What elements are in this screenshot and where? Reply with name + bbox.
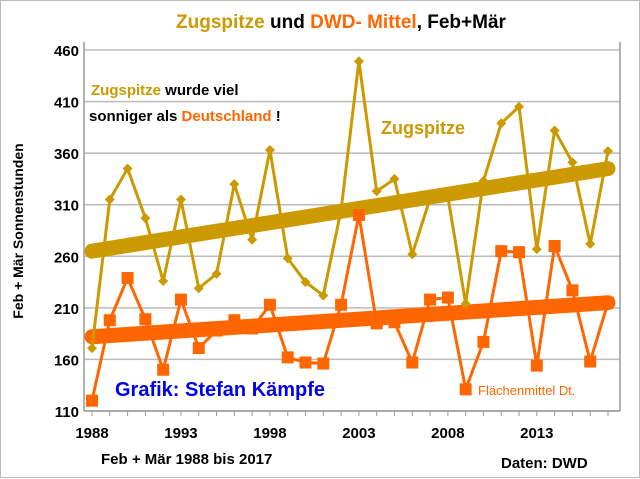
data-point <box>175 194 186 205</box>
title-part-1: und <box>265 12 310 33</box>
data-point <box>425 193 436 204</box>
x-tick-label: 1998 <box>253 425 286 442</box>
y-axis-label: Feb + Mär Sonnenstunden <box>10 143 26 318</box>
trend-line-0 <box>84 161 616 259</box>
data-point <box>459 383 472 396</box>
data-point <box>318 290 329 301</box>
data-point <box>122 163 133 174</box>
data-point <box>530 359 543 372</box>
data-point <box>336 204 347 215</box>
data-point <box>282 253 293 264</box>
data-point <box>263 298 276 311</box>
data-point <box>460 298 471 309</box>
data-point <box>246 322 259 335</box>
data-point <box>441 291 454 304</box>
y-tick-label: 210 <box>54 301 79 318</box>
x-tick-label: 2003 <box>342 425 375 442</box>
title-part-3: , Feb+Mär <box>417 12 507 33</box>
data-point <box>603 146 613 157</box>
data-point <box>140 213 151 224</box>
data-point <box>103 314 116 327</box>
data-point <box>87 343 97 354</box>
data-point <box>281 351 294 364</box>
data-point <box>317 357 330 370</box>
data-point <box>495 245 508 258</box>
y-tick-label: 460 <box>54 43 79 60</box>
series-line-0 <box>90 61 610 349</box>
data-point <box>121 271 134 284</box>
data-point <box>210 324 223 337</box>
y-tick-label: 110 <box>55 404 79 421</box>
data-point <box>513 246 526 259</box>
x-tick-label: 1988 <box>75 425 108 442</box>
data-point <box>566 284 579 297</box>
data-point <box>514 101 525 112</box>
data-point <box>370 317 383 330</box>
data-point <box>478 175 489 186</box>
data-point <box>157 363 170 376</box>
data-point <box>407 249 418 260</box>
data-point <box>549 125 560 136</box>
annotation-line2: sonniger als Deutschland ! <box>89 108 281 125</box>
series-line-1 <box>90 214 610 402</box>
data-point <box>371 186 382 197</box>
chart-title: Zugspitze und DWD- Mittel, Feb+Mär <box>176 12 506 33</box>
author-credit: Grafik: Stefan Kämpfe <box>115 379 325 401</box>
series-label-dwd: Flächenmittel Dt. <box>478 383 576 398</box>
series-label-zugspitze: Zugspitze <box>381 118 465 138</box>
data-point <box>299 356 312 369</box>
data-point <box>388 316 401 329</box>
data-point <box>300 277 311 288</box>
data-point <box>585 238 596 249</box>
data-point <box>192 342 205 355</box>
data-point <box>353 56 364 67</box>
data-point <box>193 283 204 294</box>
data-point <box>174 293 187 306</box>
data-point <box>104 194 115 205</box>
data-point <box>567 157 578 168</box>
data-point <box>158 276 169 287</box>
annotation-line1: Zugspitze wurde viel <box>91 82 239 99</box>
data-point <box>442 191 453 202</box>
x-axis-label: Feb + Mär 1988 bis 2017 <box>101 451 272 468</box>
x-tick-label: 1993 <box>164 425 197 442</box>
title-part-2: DWD- Mittel <box>310 12 417 33</box>
title-part-0: Zugspitze <box>176 12 265 33</box>
data-point <box>247 234 258 245</box>
y-tick-label: 310 <box>54 198 79 215</box>
trend-line-1 <box>84 295 616 345</box>
data-point <box>424 293 437 306</box>
data-point <box>389 173 400 184</box>
x-tick-label: 2013 <box>520 425 553 442</box>
data-point <box>211 268 222 279</box>
data-point <box>548 239 561 252</box>
x-tick-label: 2008 <box>431 425 464 442</box>
data-point <box>228 314 241 327</box>
y-tick-label: 260 <box>54 249 79 266</box>
data-point <box>477 335 490 348</box>
y-tick-label: 410 <box>54 95 79 112</box>
data-point <box>352 209 365 222</box>
data-point <box>264 145 275 156</box>
data-point <box>496 118 507 129</box>
data-point <box>139 313 152 326</box>
data-point <box>584 355 597 368</box>
data-point <box>531 244 542 255</box>
y-tick-label: 360 <box>54 146 79 163</box>
y-tick-label: 160 <box>54 352 79 369</box>
data-point <box>602 296 614 309</box>
data-point <box>406 356 419 369</box>
data-point <box>86 394 98 407</box>
data-point <box>229 179 240 190</box>
data-source: Daten: DWD <box>501 455 588 472</box>
data-point <box>335 298 348 311</box>
